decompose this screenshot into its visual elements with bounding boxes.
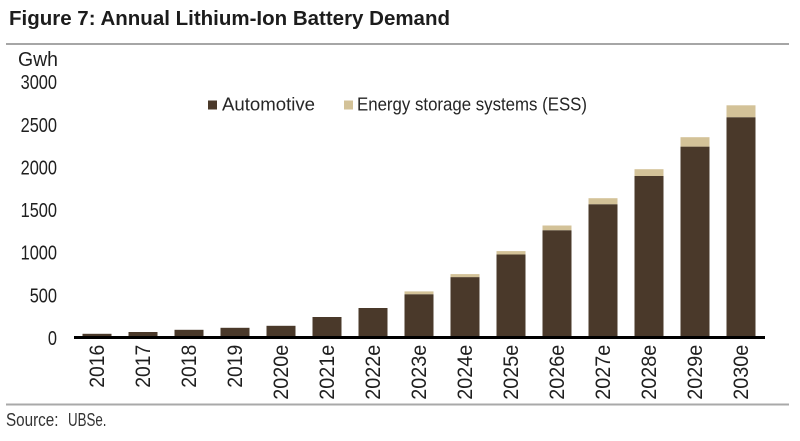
svg-text:2022e: 2022e bbox=[361, 345, 385, 400]
svg-text:2500: 2500 bbox=[21, 114, 57, 137]
svg-text:2026e: 2026e bbox=[545, 345, 569, 400]
svg-text:Figure 7: Annual Lithium-Ion B: Figure 7: Annual Lithium-Ion Battery Dem… bbox=[9, 7, 450, 30]
svg-text:2019: 2019 bbox=[223, 345, 247, 388]
svg-text:2020e: 2020e bbox=[269, 345, 293, 400]
svg-text:2017: 2017 bbox=[131, 345, 155, 388]
svg-text:2028e: 2028e bbox=[637, 345, 661, 400]
svg-text:1000: 1000 bbox=[21, 242, 57, 265]
svg-text:Source:: Source: bbox=[6, 410, 59, 430]
svg-text:500: 500 bbox=[30, 284, 57, 307]
svg-text:2024e: 2024e bbox=[453, 345, 477, 400]
svg-text:2030e: 2030e bbox=[729, 345, 753, 400]
svg-text:2027e: 2027e bbox=[591, 345, 615, 400]
svg-text:2029e: 2029e bbox=[683, 345, 707, 400]
svg-text:2000: 2000 bbox=[21, 156, 57, 179]
svg-text:Energy storage systems (ESS): Energy storage systems (ESS) bbox=[357, 94, 587, 115]
svg-text:2025e: 2025e bbox=[499, 345, 523, 400]
svg-text:3000: 3000 bbox=[21, 71, 57, 94]
svg-text:0: 0 bbox=[48, 327, 57, 350]
svg-text:2016: 2016 bbox=[85, 345, 109, 388]
svg-text:2021e: 2021e bbox=[315, 345, 339, 400]
svg-text:UBSe.: UBSe. bbox=[68, 410, 107, 430]
svg-text:2018: 2018 bbox=[177, 345, 201, 388]
svg-text:Automotive: Automotive bbox=[222, 94, 315, 115]
svg-text:2023e: 2023e bbox=[407, 345, 431, 400]
svg-text:1500: 1500 bbox=[21, 199, 57, 222]
svg-text:Gwh: Gwh bbox=[18, 48, 58, 71]
